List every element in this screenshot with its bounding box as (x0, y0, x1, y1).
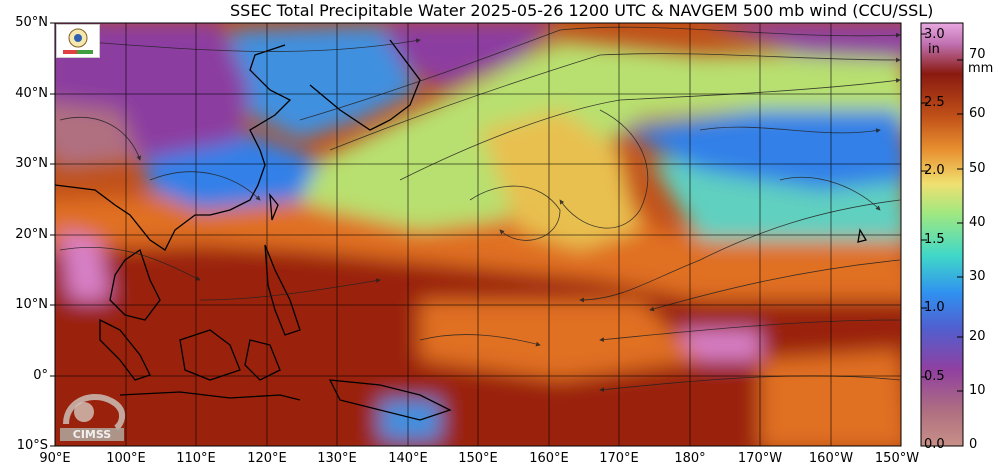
colorbar-mm-label: 50 (969, 161, 986, 176)
colorbar-mm-label: 30 (969, 269, 986, 284)
lon-label: 120°E (247, 451, 287, 466)
colorbar (920, 22, 964, 447)
lat-label: 40°N (15, 86, 48, 101)
lat-label: 20°N (15, 227, 48, 242)
lon-label: 150°E (458, 451, 498, 466)
colorbar-mm-label: 70 (969, 47, 986, 62)
colorbar-unit-in: in (928, 42, 940, 57)
colorbar-mm-label: 40 (969, 215, 986, 230)
colorbar-ticks (921, 33, 963, 392)
lat-label: 30°N (15, 156, 48, 171)
map-title-text: SSEC Total Precipitable Water 2025-05-26… (230, 1, 934, 20)
lon-label: 150°W (874, 451, 920, 466)
lat-label: 50°N (15, 15, 48, 30)
colorbar-mm-label: 10 (969, 383, 986, 398)
colorbar-in-label: 1.0 (924, 300, 945, 315)
cimss-logo-icon: CIMSS (60, 393, 125, 441)
ssec-logo-icon (63, 28, 93, 54)
colorbar-unit-mm: mm (968, 61, 994, 76)
lat-label: 10°S (16, 438, 48, 453)
map-title: SSEC Total Precipitable Water 2025-05-26… (0, 0, 1000, 22)
lon-label: 170°E (599, 451, 639, 466)
lon-label: 110°E (176, 451, 216, 466)
colorbar-mm-label: 20 (969, 329, 986, 344)
lon-label: 180° (674, 451, 706, 466)
lon-label: 140°E (388, 451, 428, 466)
lon-label: 130°E (317, 451, 357, 466)
lat-label: 10°N (15, 297, 48, 312)
cimss-logo: CIMSS (56, 384, 128, 442)
colorbar-in-label: 3.0 (924, 27, 945, 42)
axis-ticks (50, 22, 55, 447)
lat-label: 0° (33, 368, 48, 383)
lon-label: 100°E (106, 451, 146, 466)
lon-label: 160°W (808, 451, 854, 466)
colorbar-mm-label: 0 (969, 437, 978, 452)
colorbar-in-label: 2.0 (924, 163, 945, 178)
colorbar-in-label: 0.0 (924, 437, 945, 452)
coastlines (55, 39, 868, 421)
wind-streamlines (59, 26, 901, 392)
lon-label: 90°E (39, 451, 71, 466)
colorbar-mm-label: 60 (969, 106, 986, 121)
colorbar-in-label: 1.5 (924, 232, 945, 247)
tpw-field (55, 23, 901, 446)
colorbar-in-label: 0.5 (924, 369, 945, 384)
colorbar-in-label: 2.5 (924, 95, 945, 110)
lon-label: 160°E (529, 451, 569, 466)
cimss-logo-text: CIMSS (73, 428, 112, 441)
ssec-logo (56, 24, 100, 58)
lon-label: 170°W (737, 451, 783, 466)
